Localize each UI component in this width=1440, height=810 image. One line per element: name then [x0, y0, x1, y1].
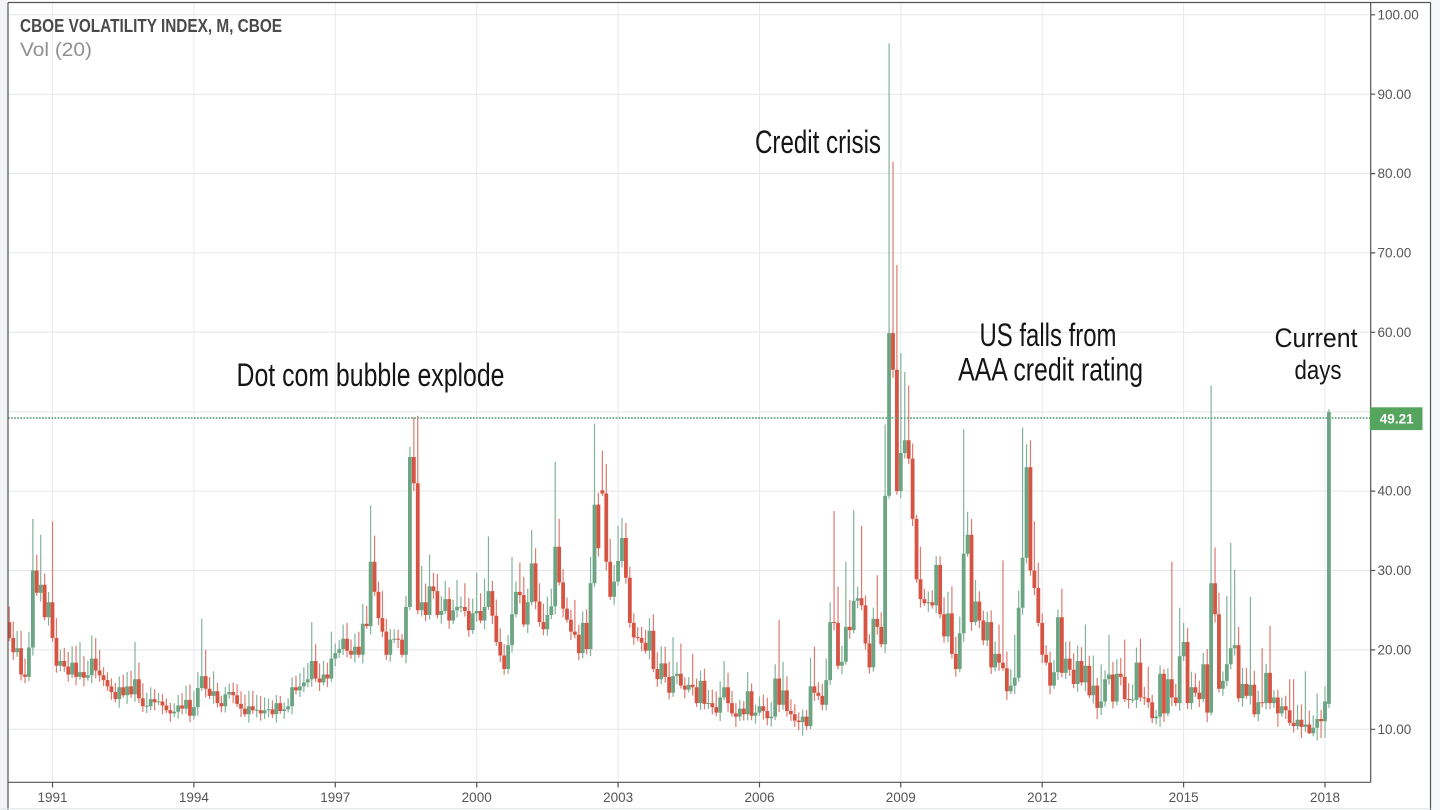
svg-text:1994: 1994	[179, 790, 210, 805]
svg-text:2000: 2000	[462, 790, 492, 805]
svg-text:Dot com bubble explode: Dot com bubble explode	[237, 357, 505, 393]
svg-text:60.00: 60.00	[1378, 325, 1412, 340]
svg-text:1991: 1991	[37, 790, 67, 805]
svg-text:2018: 2018	[1310, 790, 1340, 805]
svg-text:1997: 1997	[320, 790, 350, 805]
svg-text:2009: 2009	[886, 790, 916, 805]
svg-text:30.00: 30.00	[1378, 563, 1412, 578]
svg-text:2012: 2012	[1027, 790, 1057, 805]
svg-text:100.00: 100.00	[1378, 7, 1419, 22]
svg-text:40.00: 40.00	[1378, 484, 1412, 499]
svg-text:Vol (20): Vol (20)	[20, 39, 92, 61]
svg-text:2015: 2015	[1169, 790, 1199, 805]
svg-text:10.00: 10.00	[1378, 722, 1412, 737]
svg-text:49.21: 49.21	[1380, 412, 1414, 427]
svg-text:CBOE VOLATILITY INDEX, M, CBOE: CBOE VOLATILITY INDEX, M, CBOE	[20, 16, 282, 36]
svg-text:Credit crisis: Credit crisis	[755, 124, 881, 160]
svg-text:20.00: 20.00	[1378, 643, 1412, 658]
svg-text:US falls from: US falls from	[980, 317, 1117, 353]
svg-text:Current: Current	[1275, 323, 1358, 353]
svg-text:80.00: 80.00	[1378, 166, 1412, 181]
svg-text:90.00: 90.00	[1378, 87, 1412, 102]
svg-text:2003: 2003	[603, 790, 633, 805]
svg-text:days: days	[1295, 355, 1342, 385]
svg-text:2006: 2006	[744, 790, 774, 805]
svg-text:70.00: 70.00	[1378, 246, 1412, 261]
svg-text:AAA credit rating: AAA credit rating	[958, 351, 1143, 387]
